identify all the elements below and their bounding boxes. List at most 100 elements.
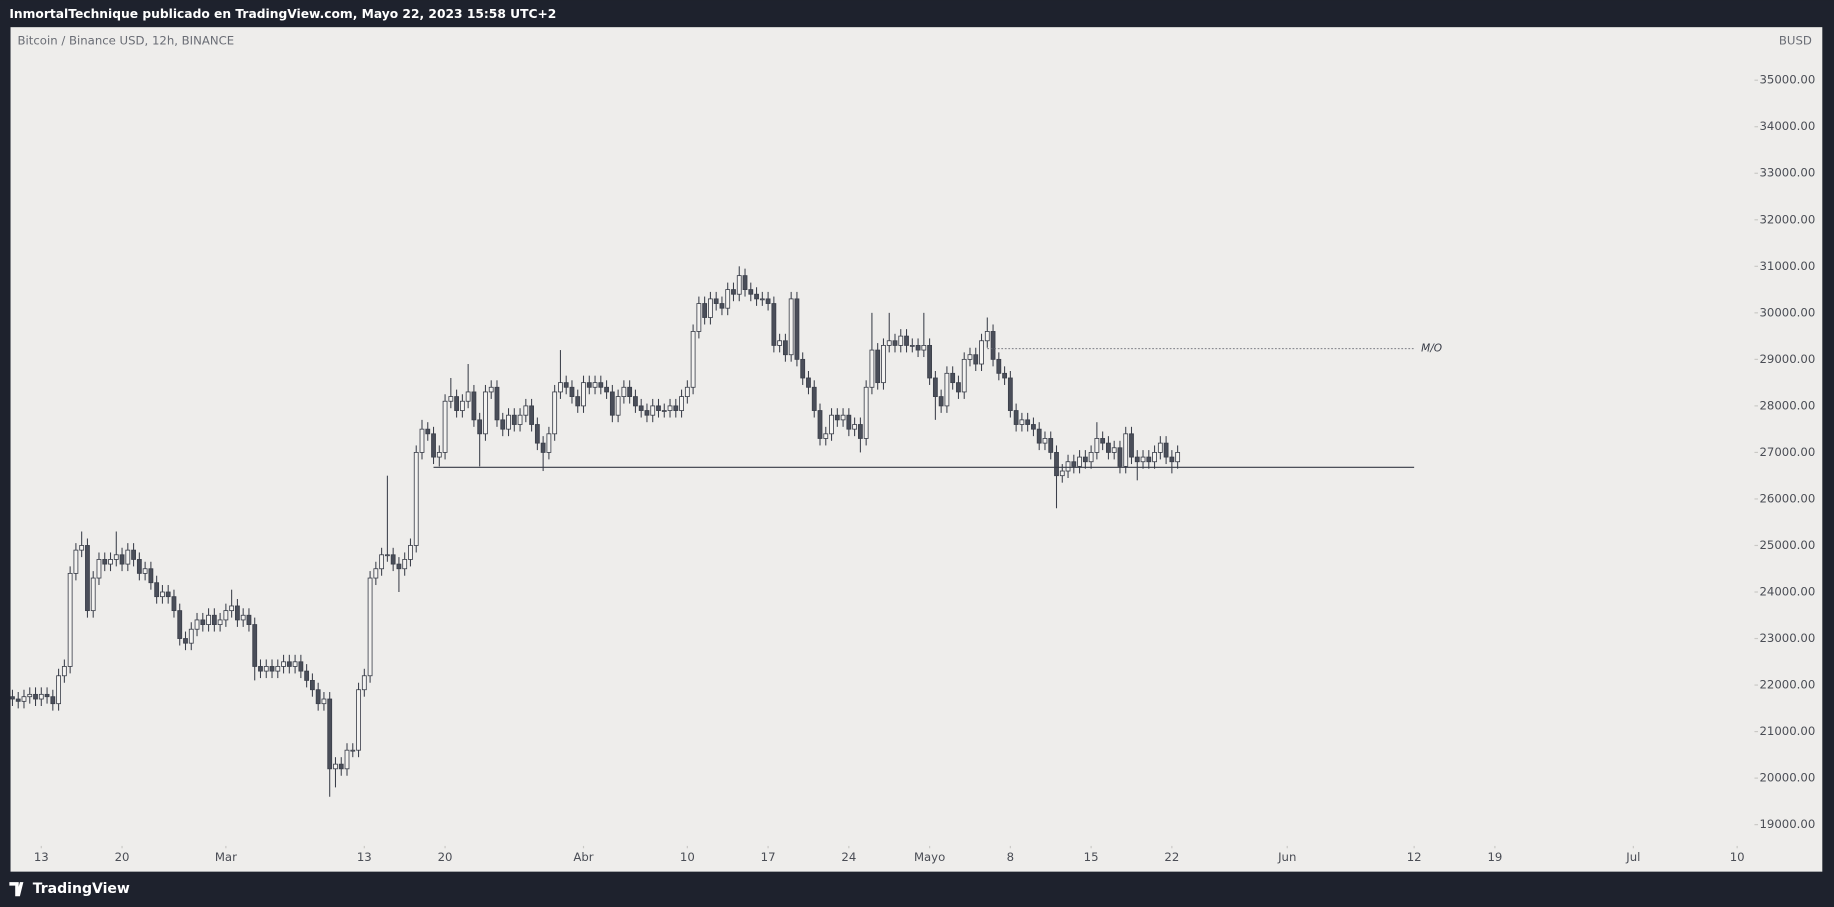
- candle-body: [898, 335, 904, 346]
- candle-body: [1048, 438, 1054, 453]
- candle-body: [33, 693, 38, 700]
- candle-body: [811, 386, 817, 411]
- candle-body: [754, 293, 759, 300]
- candle-body: [338, 763, 344, 770]
- candle-body: [725, 289, 731, 309]
- candle-body: [967, 354, 973, 360]
- candle-body: [1169, 456, 1175, 463]
- candle-body: [206, 614, 211, 625]
- y-tick-label: 22000.00: [1760, 678, 1816, 692]
- candle-body: [356, 689, 361, 751]
- candle-body: [944, 372, 950, 407]
- x-tick-label: 10: [680, 850, 695, 864]
- candle-body: [892, 340, 898, 346]
- candle-body: [73, 549, 79, 574]
- candle-body: [471, 391, 477, 421]
- candle-body: [511, 414, 517, 425]
- candle-body: [136, 559, 142, 574]
- candle-body: [402, 559, 408, 570]
- candle-body: [310, 679, 315, 691]
- candle-body: [38, 693, 44, 700]
- candle-body: [748, 289, 754, 295]
- candle-body: [702, 303, 708, 318]
- candle-body: [540, 442, 546, 453]
- candle-body: [408, 545, 413, 560]
- candle-body: [604, 386, 609, 393]
- candle-body: [1157, 442, 1163, 453]
- candle-body: [1071, 461, 1077, 467]
- candle-body: [633, 396, 638, 407]
- candle-body: [229, 605, 235, 612]
- candle-body: [1077, 456, 1082, 467]
- candle-body: [875, 349, 881, 384]
- candle-body: [800, 358, 806, 379]
- candle-body: [286, 661, 292, 667]
- candle-body: [275, 666, 281, 672]
- x-tick-label: 12: [1407, 850, 1422, 864]
- candle-body: [904, 335, 909, 346]
- candle-body: [961, 358, 967, 393]
- candle-body: [684, 386, 690, 398]
- x-tick-label: 15: [1084, 850, 1099, 864]
- candle-body: [1088, 452, 1094, 463]
- candle-body: [615, 396, 621, 416]
- candle-body: [1106, 442, 1111, 453]
- candle-body: [483, 391, 488, 435]
- footer-brand[interactable]: TradingView: [33, 881, 130, 897]
- candle-body: [881, 345, 886, 384]
- candle-body: [1117, 447, 1123, 467]
- candle-body: [200, 619, 206, 625]
- candle-body: [1002, 372, 1007, 379]
- candle-body: [667, 405, 673, 411]
- candle-body: [1111, 447, 1117, 453]
- candle-body: [731, 289, 736, 295]
- y-tick-label: 31000.00: [1760, 259, 1816, 273]
- candle-body: [21, 696, 27, 702]
- candle-body: [546, 433, 552, 453]
- candle-body: [1152, 452, 1157, 463]
- level-label: M/O: [1421, 343, 1442, 355]
- x-tick-label: Abr: [573, 850, 593, 864]
- candle-body: [1054, 452, 1059, 477]
- candle-body: [44, 693, 50, 698]
- candle-body: [327, 698, 333, 770]
- candle-body: [15, 698, 21, 702]
- y-tick-label: 20000.00: [1760, 771, 1816, 785]
- x-tick-label: Mayo: [914, 850, 945, 864]
- candle-body: [1175, 452, 1181, 463]
- candle-body: [950, 372, 956, 384]
- candle-body: [696, 303, 702, 332]
- candle-body: [1065, 461, 1071, 472]
- plot-area: [10, 266, 1415, 797]
- candle-body: [108, 559, 113, 565]
- candle-body: [321, 698, 327, 705]
- candle-body: [442, 400, 448, 453]
- candle-body: [581, 382, 586, 407]
- candle-body: [292, 661, 298, 667]
- candle-body: [477, 419, 483, 435]
- candle-body: [223, 610, 229, 621]
- candle-body: [436, 452, 442, 458]
- candle-body: [396, 563, 402, 570]
- y-tick-label: 24000.00: [1760, 585, 1816, 599]
- candle-body: [1163, 442, 1169, 458]
- candle-body: [61, 666, 67, 677]
- candle-body: [304, 670, 310, 681]
- candle-body: [956, 382, 961, 393]
- candle-body: [85, 545, 90, 612]
- chart-panel: [10, 27, 1823, 872]
- candle-body: [857, 424, 863, 439]
- x-tick-label: 17: [761, 850, 776, 864]
- y-tick-label: 25000.00: [1760, 538, 1816, 552]
- candle-body: [673, 405, 679, 411]
- candle-body: [67, 572, 73, 667]
- candle-body: [269, 666, 275, 672]
- y-tick-label: 33000.00: [1760, 166, 1816, 180]
- y-tick-label: 29000.00: [1760, 352, 1816, 366]
- candle-body: [984, 331, 990, 342]
- candle-body: [235, 605, 240, 621]
- candle-body: [361, 675, 367, 691]
- candle-body: [90, 577, 96, 612]
- x-tick-label: Jun: [1277, 850, 1296, 864]
- candle-body: [592, 382, 598, 388]
